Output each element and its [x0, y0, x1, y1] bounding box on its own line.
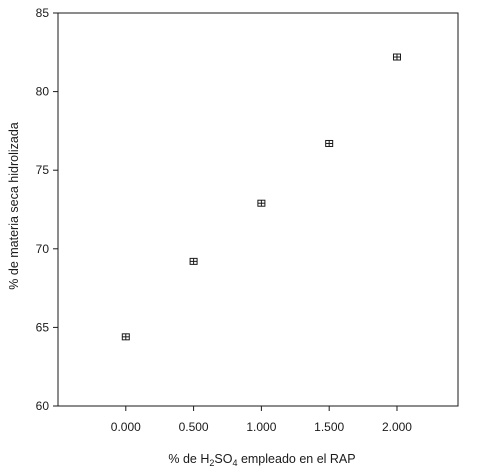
plot-frame	[57, 12, 459, 407]
y-tick-label: 75	[36, 163, 50, 177]
ticks: 60 65 70 75 80 85 0.000 0.500 1.000 1.500 2.000	[36, 6, 413, 434]
x-axis-label-mid: SO	[214, 452, 232, 466]
x-axis-label: % de H2SO4 empleado en el RAP	[168, 452, 355, 468]
x-tick-label: 0.500	[179, 420, 209, 434]
y-tick-label: 85	[36, 6, 50, 20]
y-axis-label: % de materia seca hidrolizada	[7, 122, 21, 289]
y-tick-label: 80	[36, 85, 50, 99]
x-axis-label-suffix: empleado en el RAP	[237, 452, 355, 466]
x-tick-label: 1.500	[314, 420, 344, 434]
y-tick-label: 70	[36, 242, 50, 256]
x-tick-label: 2.000	[382, 420, 412, 434]
x-axis-label-sub2: 4	[232, 458, 237, 468]
y-tick-label: 65	[36, 320, 50, 334]
axes	[57, 12, 459, 407]
data-points	[121, 53, 401, 341]
x-axis-label-prefix: % de H	[168, 452, 209, 466]
x-tick-label: 0.000	[111, 420, 141, 434]
x-tick-label: 1.000	[246, 420, 276, 434]
x-axis-label-sub1: 2	[209, 458, 214, 468]
y-tick-label: 60	[36, 399, 50, 413]
